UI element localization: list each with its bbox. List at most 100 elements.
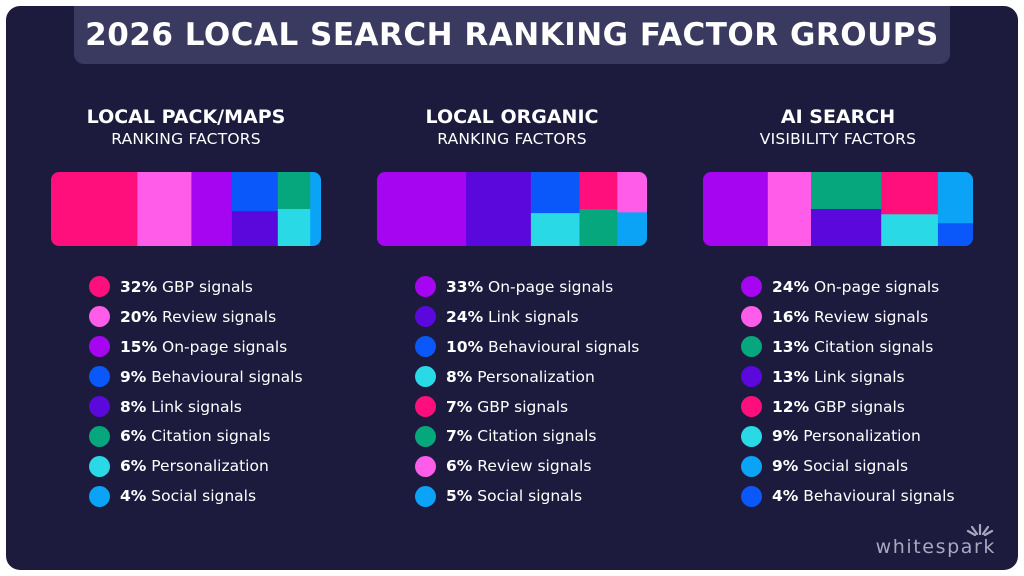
legend-label: 20% Review signals <box>120 308 276 326</box>
panel-title: AI SEARCH <box>780 106 896 128</box>
treemap-cell-citation-signals <box>277 172 311 210</box>
treemap-cell-citation-signals <box>811 172 882 210</box>
panel-title: LOCAL PACK/MAPS <box>86 106 286 128</box>
legend-item-citation-signals: 7% Citation signals <box>415 421 655 451</box>
legend-value: 8% <box>446 367 473 386</box>
legend-swatch <box>89 425 110 447</box>
legend-label: 9% Social signals <box>772 457 908 475</box>
treemap-svg <box>377 172 647 246</box>
legend-swatch <box>89 306 110 328</box>
panel-local-organic: LOCAL ORGANIC RANKING FACTORS 33% On-pag… <box>377 106 647 507</box>
legend-value: 9% <box>772 457 799 476</box>
legend-value: 13% <box>772 337 810 356</box>
legend-swatch <box>415 396 436 417</box>
treemap-cell-link-signals <box>466 172 532 246</box>
legend-swatch <box>415 455 436 477</box>
legend-label: 9% Personalization <box>772 427 921 445</box>
legend-swatch <box>89 455 110 477</box>
treemap-cell-review-signals <box>617 172 647 213</box>
legend-swatch <box>89 276 110 298</box>
legend-label: 33% On-page signals <box>446 278 613 296</box>
legend-value: 32% <box>120 277 158 296</box>
legend-value: 6% <box>120 457 147 476</box>
treemap-ai-search <box>703 172 973 246</box>
legend-name: Review signals <box>472 457 592 476</box>
legend-label: 15% On-page signals <box>120 338 287 356</box>
legend-value: 10% <box>446 337 484 356</box>
legend-name: Link signals <box>809 367 905 386</box>
legend-swatch <box>741 485 762 507</box>
legend-name: On-page signals <box>157 337 288 356</box>
legend-item-behavioural-signals: 9% Behavioural signals <box>89 362 329 392</box>
panel-title: LOCAL ORGANIC <box>425 106 599 128</box>
treemap-cell-on-page-signals <box>703 172 769 246</box>
legend-name: Behavioural signals <box>483 337 640 356</box>
legend-name: Citation signals <box>146 427 271 446</box>
legend-label: 24% On-page signals <box>772 278 939 296</box>
legend-swatch <box>415 425 436 447</box>
legend-name: Personalization <box>146 457 269 476</box>
title-bar: 2026 LOCAL SEARCH RANKING FACTOR GROUPS <box>74 6 950 64</box>
legend-value: 24% <box>772 277 810 296</box>
treemap-cell-behavioural-signals <box>530 172 580 214</box>
legend-name: Personalization <box>472 367 595 386</box>
legend-swatch <box>89 396 110 417</box>
treemap-cell-social-signals <box>617 212 647 246</box>
legend-label: 4% Social signals <box>120 487 256 505</box>
legend-value: 9% <box>120 367 147 386</box>
legend-local-pack-maps: 32% GBP signals 20% Review signals 15% On-… <box>89 272 329 511</box>
treemap-cell-on-page-signals <box>191 172 233 246</box>
legend-value: 6% <box>120 427 147 446</box>
legend-label: 9% Behavioural signals <box>120 368 303 386</box>
panel-subtitle: RANKING FACTORS <box>437 130 587 148</box>
panel-subtitle: RANKING FACTORS <box>111 130 261 148</box>
treemap-cell-citation-signals <box>579 209 618 246</box>
legend-item-review-signals: 20% Review signals <box>89 302 329 332</box>
legend-item-link-signals: 13% Link signals <box>741 362 981 392</box>
legend-item-review-signals: 6% Review signals <box>415 451 655 481</box>
panel-local-pack-maps: LOCAL PACK/MAPS RANKING FACTORS 32% GBP … <box>51 106 321 507</box>
brand-logo: whitespark <box>875 536 996 558</box>
treemap-cell-link-signals <box>811 209 882 246</box>
legend-value: 4% <box>772 487 799 506</box>
legend-swatch <box>741 306 762 328</box>
legend-name: GBP signals <box>157 277 253 296</box>
legend-label: 12% GBP signals <box>772 398 905 416</box>
legend-value: 15% <box>120 337 158 356</box>
legend-swatch <box>415 366 436 388</box>
treemap-cell-review-signals <box>137 172 192 246</box>
legend-name: GBP signals <box>809 397 905 416</box>
legend-name: Citation signals <box>809 337 934 356</box>
legend-name: Behavioural signals <box>798 487 955 506</box>
legend-swatch <box>741 425 762 447</box>
legend-item-social-signals: 9% Social signals <box>741 451 981 481</box>
legend-name: Social signals <box>146 487 257 506</box>
treemap-cell-link-signals <box>231 211 279 246</box>
legend-item-citation-signals: 6% Citation signals <box>89 421 329 451</box>
panel-ai-search: AI SEARCH VISIBILITY FACTORS 24% On-page… <box>703 106 973 507</box>
treemap-cell-personalization <box>881 214 939 246</box>
legend-swatch <box>89 366 110 388</box>
legend-label: 10% Behavioural signals <box>446 338 639 356</box>
legend-item-link-signals: 8% Link signals <box>89 392 329 422</box>
legend-value: 7% <box>446 397 473 416</box>
legend-item-social-signals: 4% Social signals <box>89 481 329 511</box>
legend-label: 24% Link signals <box>446 308 579 326</box>
legend-value: 4% <box>120 487 147 506</box>
legend-swatch <box>741 276 762 298</box>
legend-item-gbp-signals: 12% GBP signals <box>741 392 981 422</box>
treemap-cell-social-signals <box>310 172 321 246</box>
treemap-cell-on-page-signals <box>377 172 467 246</box>
legend-item-personalization: 8% Personalization <box>415 362 655 392</box>
legend-name: Review signals <box>157 307 277 326</box>
legend-name: Link signals <box>483 307 579 326</box>
legend-item-behavioural-signals: 4% Behavioural signals <box>741 481 981 511</box>
legend-value: 33% <box>446 277 484 296</box>
legend-value: 7% <box>446 427 473 446</box>
legend-value: 8% <box>120 397 147 416</box>
legend-name: Link signals <box>146 397 242 416</box>
legend-value: 6% <box>446 457 473 476</box>
treemap-local-organic <box>377 172 647 246</box>
legend-item-link-signals: 24% Link signals <box>415 302 655 332</box>
legend-name: GBP signals <box>472 397 569 416</box>
